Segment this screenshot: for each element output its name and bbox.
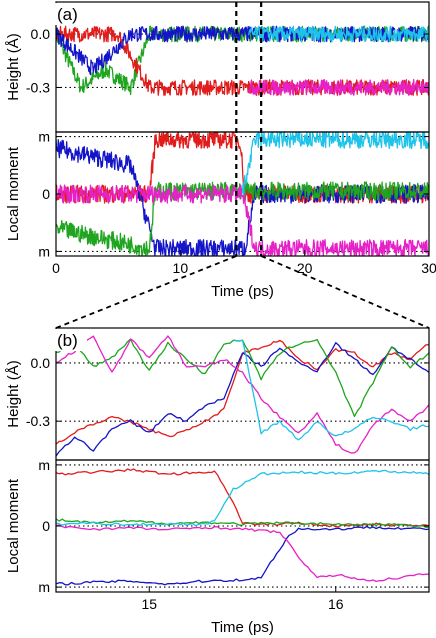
series-line-red — [56, 468, 429, 528]
x-axis-label: Time (ps) — [211, 283, 274, 300]
x-tick-label: 0 — [52, 260, 60, 276]
y-axis-label: Local moment — [5, 146, 22, 241]
axes-frame — [55, 1, 430, 133]
series-line-blue — [56, 139, 429, 256]
y-tick-label: m — [38, 579, 50, 595]
y-tick-label: m — [38, 243, 50, 259]
x-tick-label: 10 — [173, 260, 189, 276]
x-tick-label: 20 — [297, 260, 313, 276]
panel-label-bg — [55, 329, 87, 351]
x-tick-label: 16 — [328, 596, 344, 612]
plot-area — [56, 468, 429, 586]
series-line-red — [56, 25, 429, 96]
y-tick-label: m — [38, 129, 50, 145]
y-tick-label: 0 — [42, 186, 50, 202]
series-line-green — [56, 338, 429, 418]
series-line-green — [56, 518, 429, 528]
series-line-blue — [56, 525, 429, 586]
zoom-connector-right — [260, 255, 430, 329]
plot-area — [56, 132, 429, 256]
zoom-connector-left — [55, 255, 237, 329]
y-tick-label: m — [38, 457, 50, 473]
panel-label: (b) — [57, 331, 78, 350]
series-line-magenta — [56, 184, 429, 256]
y-axis-label: Height (Å) — [5, 360, 22, 428]
series-line-magenta — [56, 524, 429, 583]
series-line-cyan — [248, 25, 429, 43]
series-line-cyan — [56, 469, 429, 527]
plot-area — [56, 25, 429, 96]
y-tick-label: 0.0 — [31, 26, 51, 42]
panel-label-bg — [55, 3, 87, 25]
axes-frames — [55, 1, 430, 593]
series-line-cyan — [233, 339, 429, 441]
series-line-cyan — [241, 132, 429, 195]
series-line-blue — [56, 25, 429, 76]
y-tick-label: -0.3 — [26, 79, 50, 95]
series-line-magenta — [56, 335, 429, 454]
panel-label: (a) — [57, 5, 78, 24]
axes-frame — [55, 459, 430, 593]
plot-area — [56, 335, 429, 457]
axes-frame — [55, 327, 430, 461]
y-axis-label: Height (Å) — [5, 33, 22, 101]
series-line-magenta — [248, 79, 429, 96]
y-tick-label: 0.0 — [31, 355, 51, 371]
x-tick-label: 15 — [141, 596, 157, 612]
y-tick-label: 0 — [42, 518, 50, 534]
reference-lines — [56, 33, 429, 588]
series-line-blue — [56, 342, 429, 457]
x-tick-label: 30 — [421, 260, 436, 276]
y-axis-label: Local moment — [5, 478, 22, 573]
x-axis-label: Time (ps) — [211, 619, 274, 636]
y-tick-label: -0.3 — [26, 413, 50, 429]
series-layer — [56, 25, 429, 586]
